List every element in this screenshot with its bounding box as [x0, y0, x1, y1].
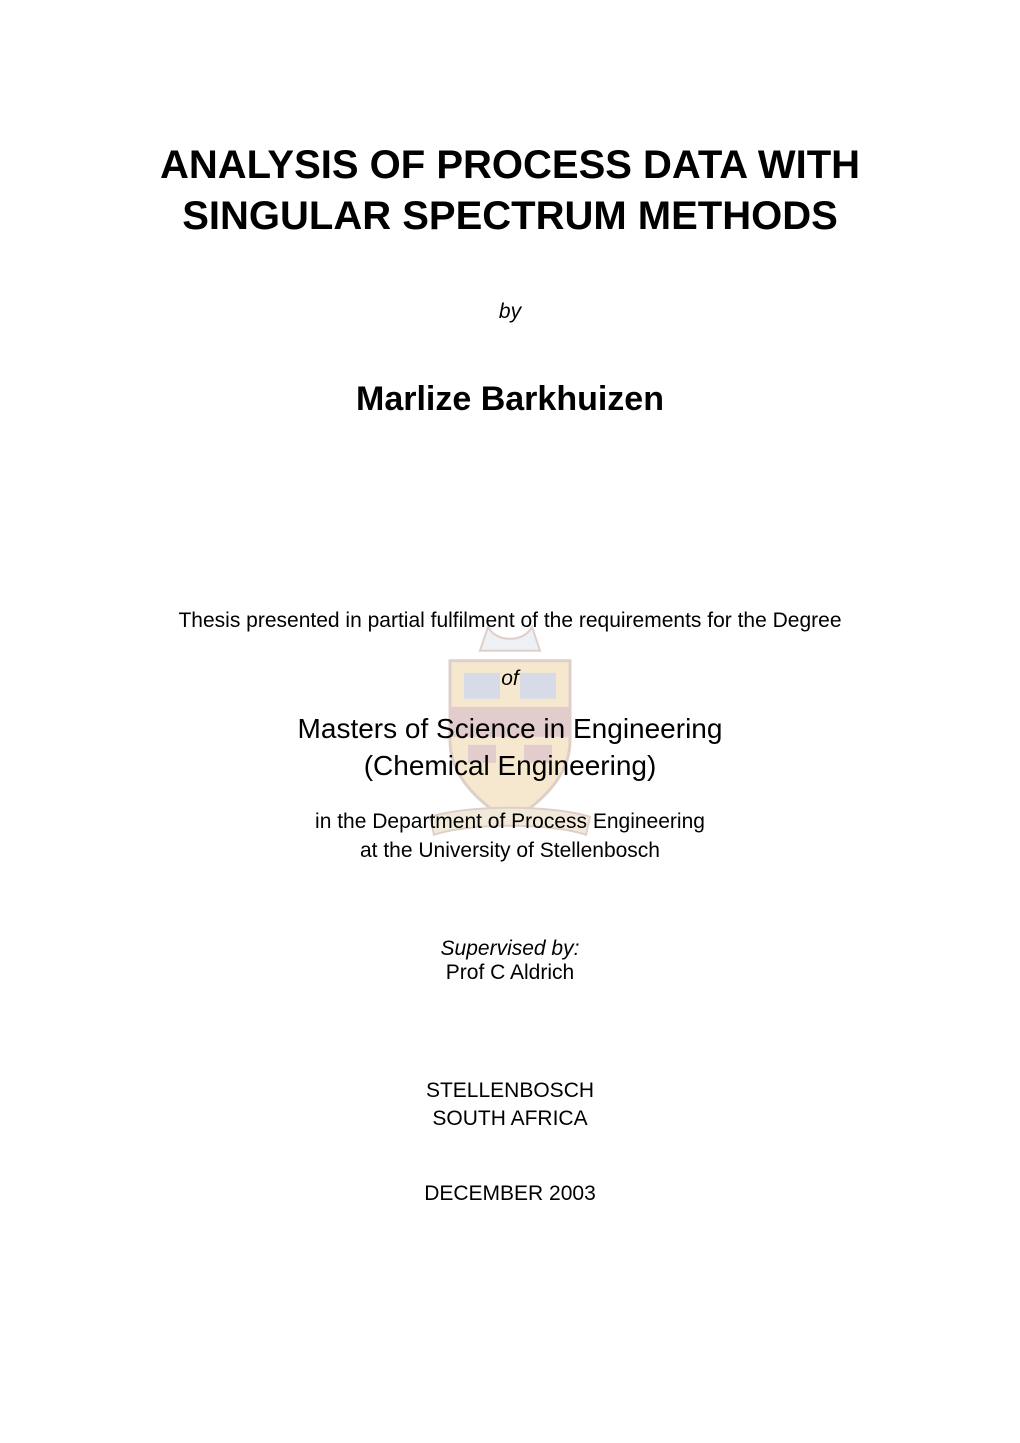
- department-line-2: at the University of Stellenbosch: [360, 839, 660, 862]
- department-line-1: in the Department of Process Engineering: [315, 810, 705, 833]
- department-block: in the Department of Process Engineering…: [120, 808, 900, 865]
- place-line-1: STELLENBOSCH: [426, 1079, 594, 1102]
- supervised-by-label: Supervised by:: [120, 937, 900, 961]
- thesis-date: DECEMBER 2003: [120, 1182, 900, 1206]
- place-block: STELLENBOSCH SOUTH AFRICA: [120, 1077, 900, 1134]
- thesis-title: ANALYSIS OF PROCESS DATA WITH SINGULAR S…: [120, 140, 900, 242]
- degree-line-2: (Chemical Engineering): [364, 750, 657, 781]
- supervisor-name: Prof C Aldrich: [120, 961, 900, 985]
- author-name: Marlize Barkhuizen: [120, 380, 900, 419]
- fulfilment-text: Thesis presented in partial fulfilment o…: [120, 609, 900, 633]
- page-content: ANALYSIS OF PROCESS DATA WITH SINGULAR S…: [120, 140, 900, 1206]
- degree-name: Masters of Science in Engineering (Chemi…: [120, 711, 900, 784]
- by-label: by: [120, 300, 900, 324]
- place-line-2: SOUTH AFRICA: [432, 1107, 587, 1130]
- thesis-title-page: ANALYSIS OF PROCESS DATA WITH SINGULAR S…: [0, 0, 1020, 1443]
- of-label: of: [120, 667, 900, 691]
- degree-line-1: Masters of Science in Engineering: [298, 713, 723, 744]
